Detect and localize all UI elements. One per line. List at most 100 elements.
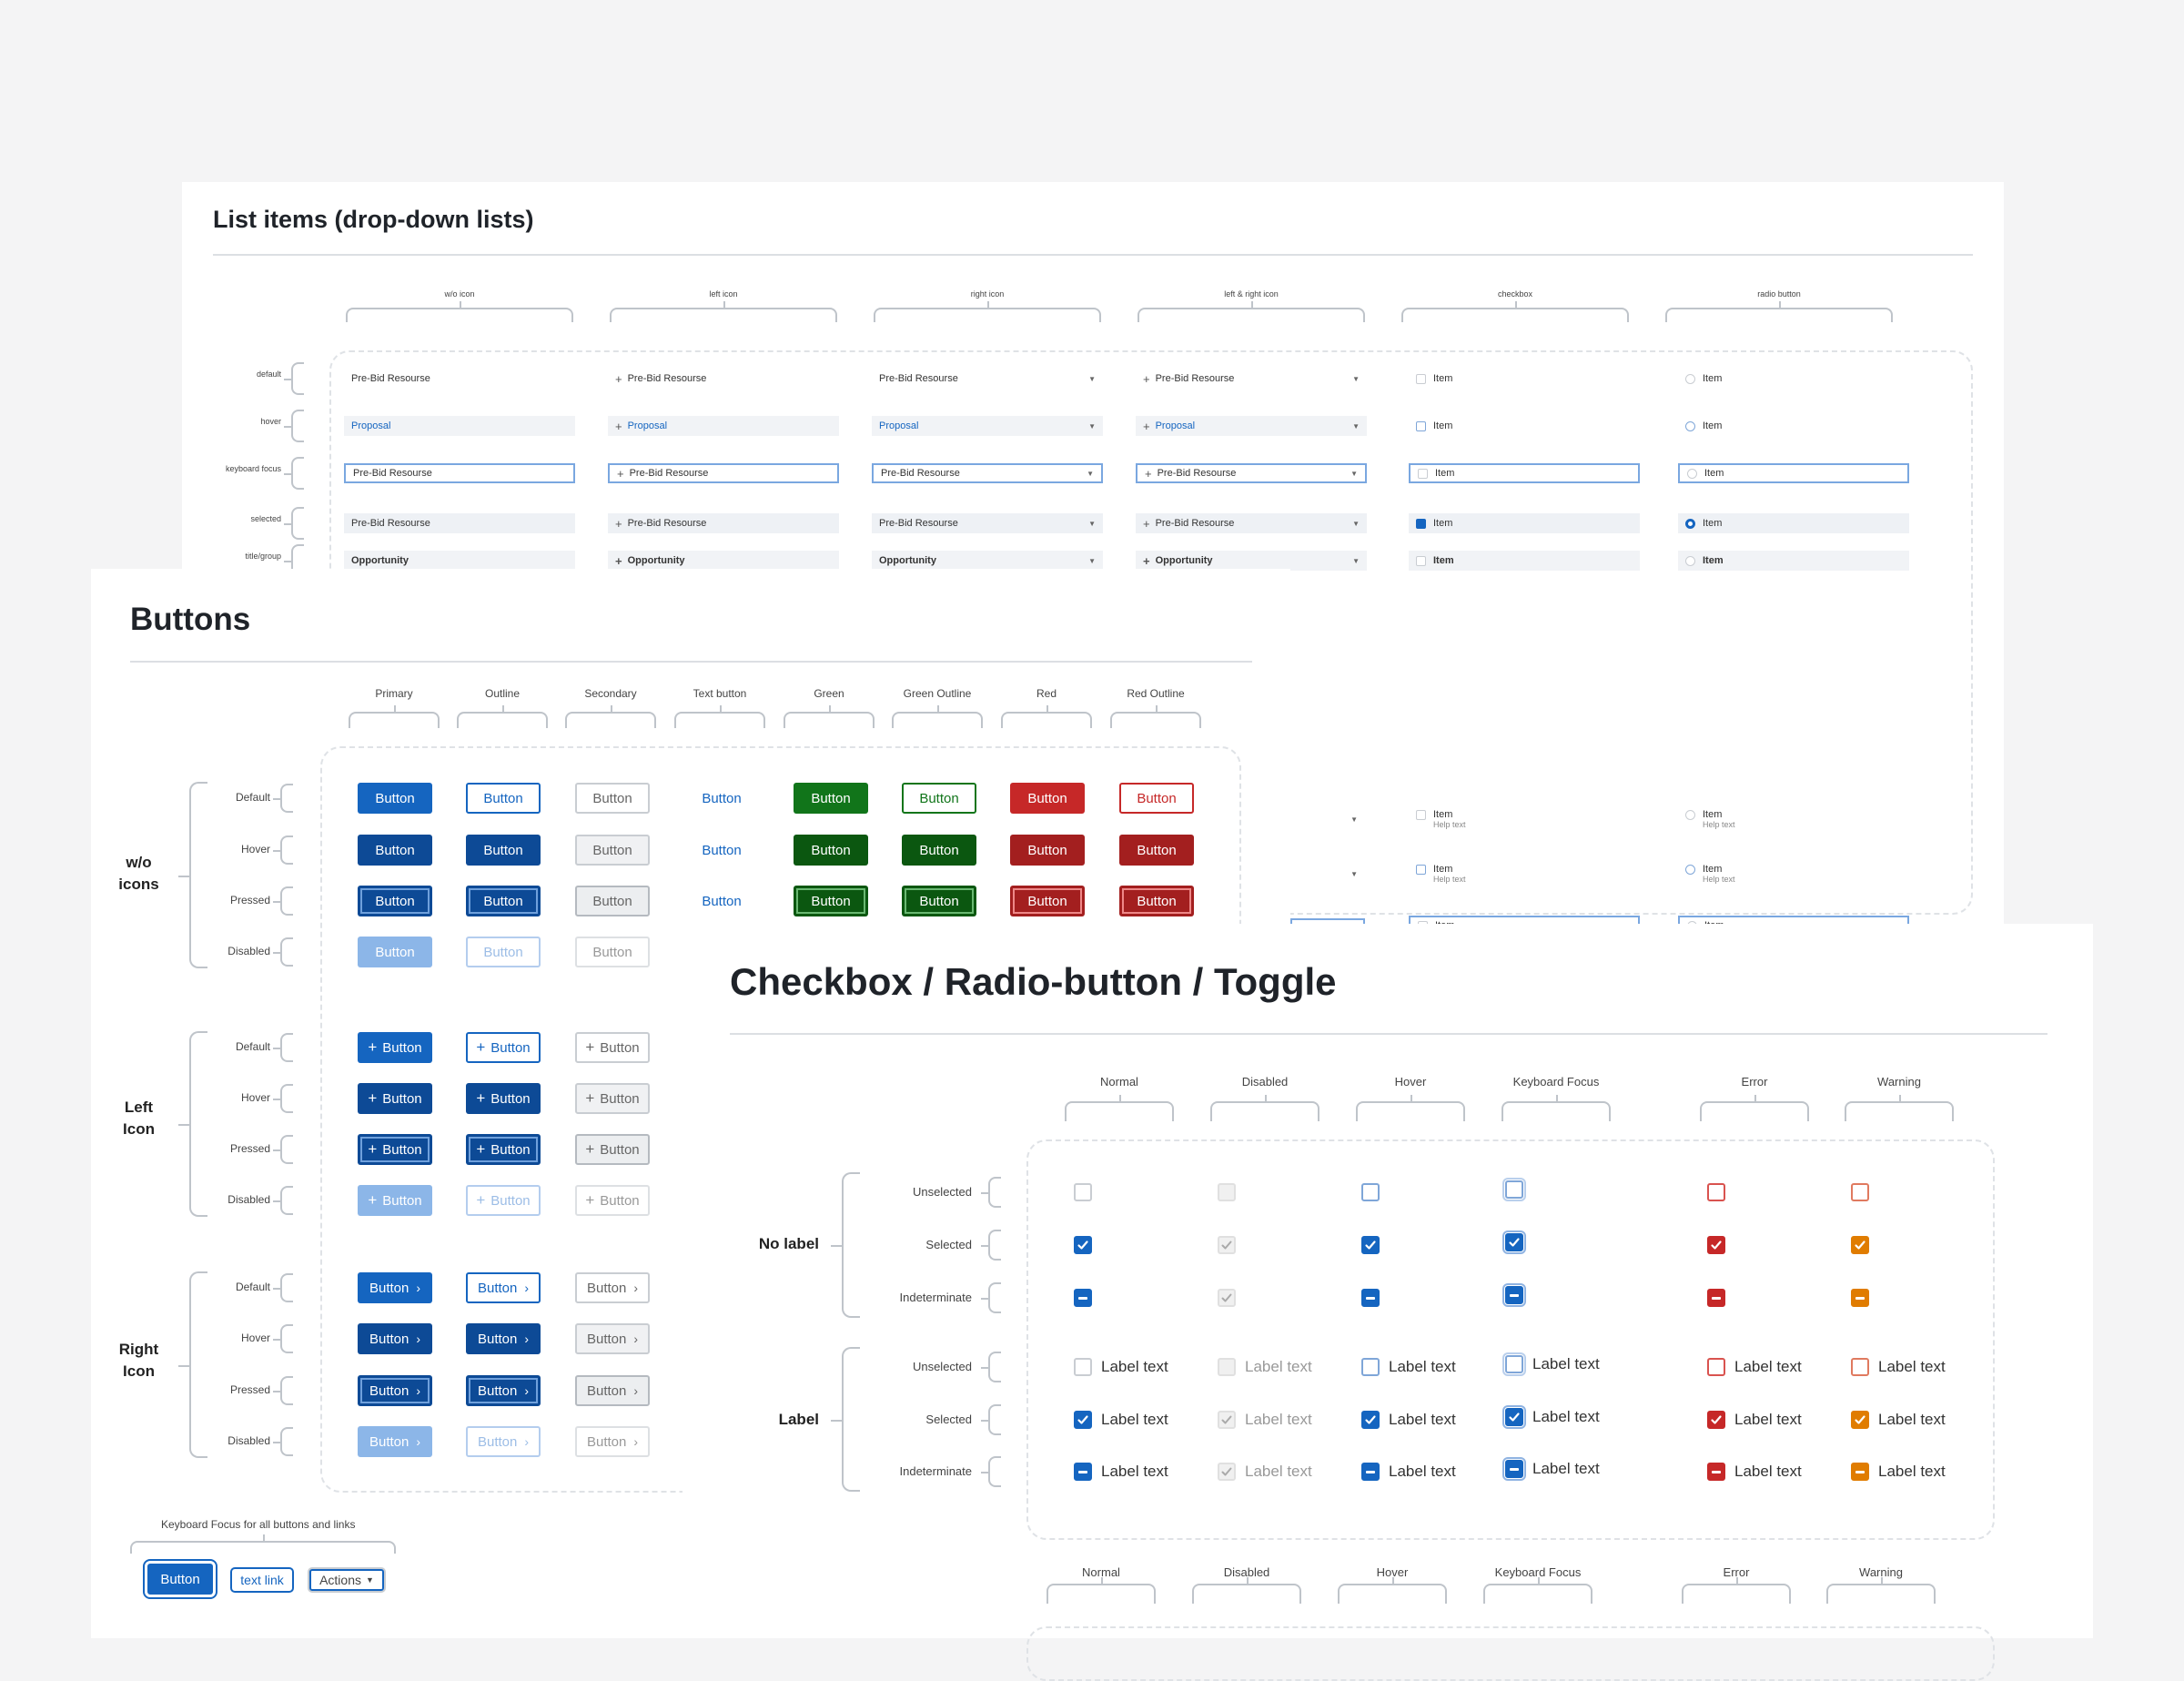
checkbox[interactable] — [1361, 1236, 1380, 1254]
list-item[interactable]: + Proposal ▼ — [1136, 416, 1367, 436]
button[interactable]: Button — [902, 835, 976, 866]
checkbox[interactable] — [1218, 1358, 1236, 1376]
button[interactable]: Button — [358, 783, 432, 814]
focus-text-link[interactable]: text link — [230, 1567, 294, 1593]
button[interactable]: + Button — [358, 1032, 432, 1063]
checkbox[interactable] — [1851, 1358, 1869, 1376]
checkbox[interactable] — [1218, 1289, 1236, 1307]
checkbox[interactable] — [1074, 1236, 1092, 1254]
button[interactable]: Button — [794, 783, 868, 814]
button[interactable]: Button — [466, 937, 541, 967]
button[interactable]: Button — [466, 783, 541, 814]
button[interactable]: Button — [575, 886, 650, 916]
list-item[interactable]: Item — [1678, 369, 1909, 389]
checkbox[interactable] — [1707, 1463, 1725, 1481]
checkbox[interactable] — [1074, 1463, 1092, 1481]
checkbox[interactable] — [1361, 1183, 1380, 1201]
list-item[interactable]: Item — [1409, 513, 1640, 533]
checkbox[interactable] — [1218, 1236, 1236, 1254]
button[interactable]: + Button — [466, 1185, 541, 1216]
checkbox[interactable] — [1851, 1236, 1869, 1254]
list-item[interactable]: + Pre-Bid Resourse — [608, 513, 839, 533]
button[interactable]: Button › — [575, 1323, 650, 1354]
button[interactable]: Button › — [575, 1426, 650, 1457]
checkbox[interactable] — [1851, 1411, 1869, 1429]
button[interactable]: Button — [1119, 835, 1194, 866]
button[interactable]: Button — [358, 886, 432, 916]
checkbox[interactable] — [1361, 1411, 1380, 1429]
button[interactable]: Button — [466, 886, 541, 916]
list-item[interactable]: + Pre-Bid Resourse ▼ — [1136, 369, 1367, 389]
button[interactable]: Button › — [358, 1272, 432, 1303]
button[interactable]: Button — [466, 835, 541, 866]
checkbox[interactable] — [1707, 1236, 1725, 1254]
list-item[interactable]: + Opportunity — [608, 551, 839, 571]
button[interactable]: Button — [575, 783, 650, 814]
button[interactable]: Button › — [575, 1272, 650, 1303]
button[interactable]: + Button — [575, 1134, 650, 1165]
list-item[interactable]: Item — [1409, 416, 1640, 436]
checkbox[interactable] — [1074, 1183, 1092, 1201]
list-item[interactable]: Proposal — [344, 416, 575, 436]
button[interactable]: Button — [794, 886, 868, 916]
button[interactable]: + Button — [466, 1083, 541, 1114]
button[interactable]: Button — [1010, 783, 1085, 814]
checkbox[interactable] — [1707, 1183, 1725, 1201]
button[interactable]: Button — [1119, 886, 1194, 916]
checkbox[interactable] — [1074, 1358, 1092, 1376]
button[interactable]: Button — [358, 835, 432, 866]
checkbox[interactable] — [1074, 1289, 1092, 1307]
checkbox[interactable] — [1851, 1463, 1869, 1481]
list-item[interactable]: ▼ — [1290, 864, 1365, 884]
button[interactable]: + Button — [466, 1032, 541, 1063]
checkbox[interactable] — [1502, 1178, 1526, 1201]
list-item[interactable]: Item — [1409, 551, 1640, 571]
button[interactable]: Button — [1010, 835, 1085, 866]
checkbox[interactable] — [1218, 1463, 1236, 1481]
button[interactable]: Button › — [466, 1375, 541, 1406]
checkbox[interactable] — [1218, 1411, 1236, 1429]
button[interactable]: Button › — [466, 1426, 541, 1457]
list-item[interactable]: Pre-Bid Resourse ▼ — [872, 463, 1103, 483]
list-item[interactable]: Pre-Bid Resourse — [344, 463, 575, 483]
checkbox[interactable] — [1361, 1463, 1380, 1481]
list-item[interactable]: Pre-Bid Resourse — [344, 513, 575, 533]
button[interactable]: + Button — [575, 1032, 650, 1063]
list-item[interactable]: + Proposal — [608, 416, 839, 436]
actions-dropdown[interactable]: Actions ▼ — [308, 1567, 386, 1593]
list-item[interactable]: Item — [1678, 513, 1909, 533]
button[interactable]: Button › — [358, 1375, 432, 1406]
list-item[interactable]: Item — [1409, 463, 1640, 483]
checkbox[interactable] — [1851, 1183, 1869, 1201]
button[interactable]: Button — [1010, 886, 1085, 916]
button[interactable]: Button — [575, 937, 650, 967]
button[interactable]: + Button — [575, 1083, 650, 1114]
list-item[interactable]: Item — [1678, 551, 1909, 571]
button[interactable]: + Button — [358, 1185, 432, 1216]
checkbox[interactable] — [1707, 1358, 1725, 1376]
checkbox[interactable] — [1502, 1283, 1526, 1307]
button[interactable]: Button — [794, 835, 868, 866]
button[interactable]: Button — [684, 783, 759, 814]
focus-button[interactable]: Button — [143, 1559, 217, 1599]
checkbox[interactable] — [1361, 1358, 1380, 1376]
checkbox[interactable] — [1502, 1230, 1526, 1254]
list-item[interactable]: Item — [1678, 416, 1909, 436]
list-item[interactable]: + Pre-Bid Resourse — [608, 369, 839, 389]
list-item[interactable]: Opportunity ▼ — [872, 551, 1103, 571]
button[interactable]: Button — [902, 886, 976, 916]
button[interactable]: Button › — [358, 1323, 432, 1354]
checkbox[interactable] — [1502, 1457, 1526, 1481]
checkbox[interactable] — [1218, 1183, 1236, 1201]
list-item[interactable]: ▼ — [1290, 809, 1365, 829]
checkbox[interactable] — [1707, 1289, 1725, 1307]
list-item[interactable]: + Pre-Bid Resourse ▼ — [1136, 513, 1367, 533]
checkbox[interactable] — [1502, 1405, 1526, 1429]
checkbox[interactable] — [1707, 1411, 1725, 1429]
list-item[interactable]: + Opportunity ▼ — [1136, 551, 1367, 571]
button[interactable]: Button — [358, 937, 432, 967]
list-item[interactable]: Opportunity — [344, 551, 575, 571]
button[interactable]: Button — [684, 886, 759, 916]
